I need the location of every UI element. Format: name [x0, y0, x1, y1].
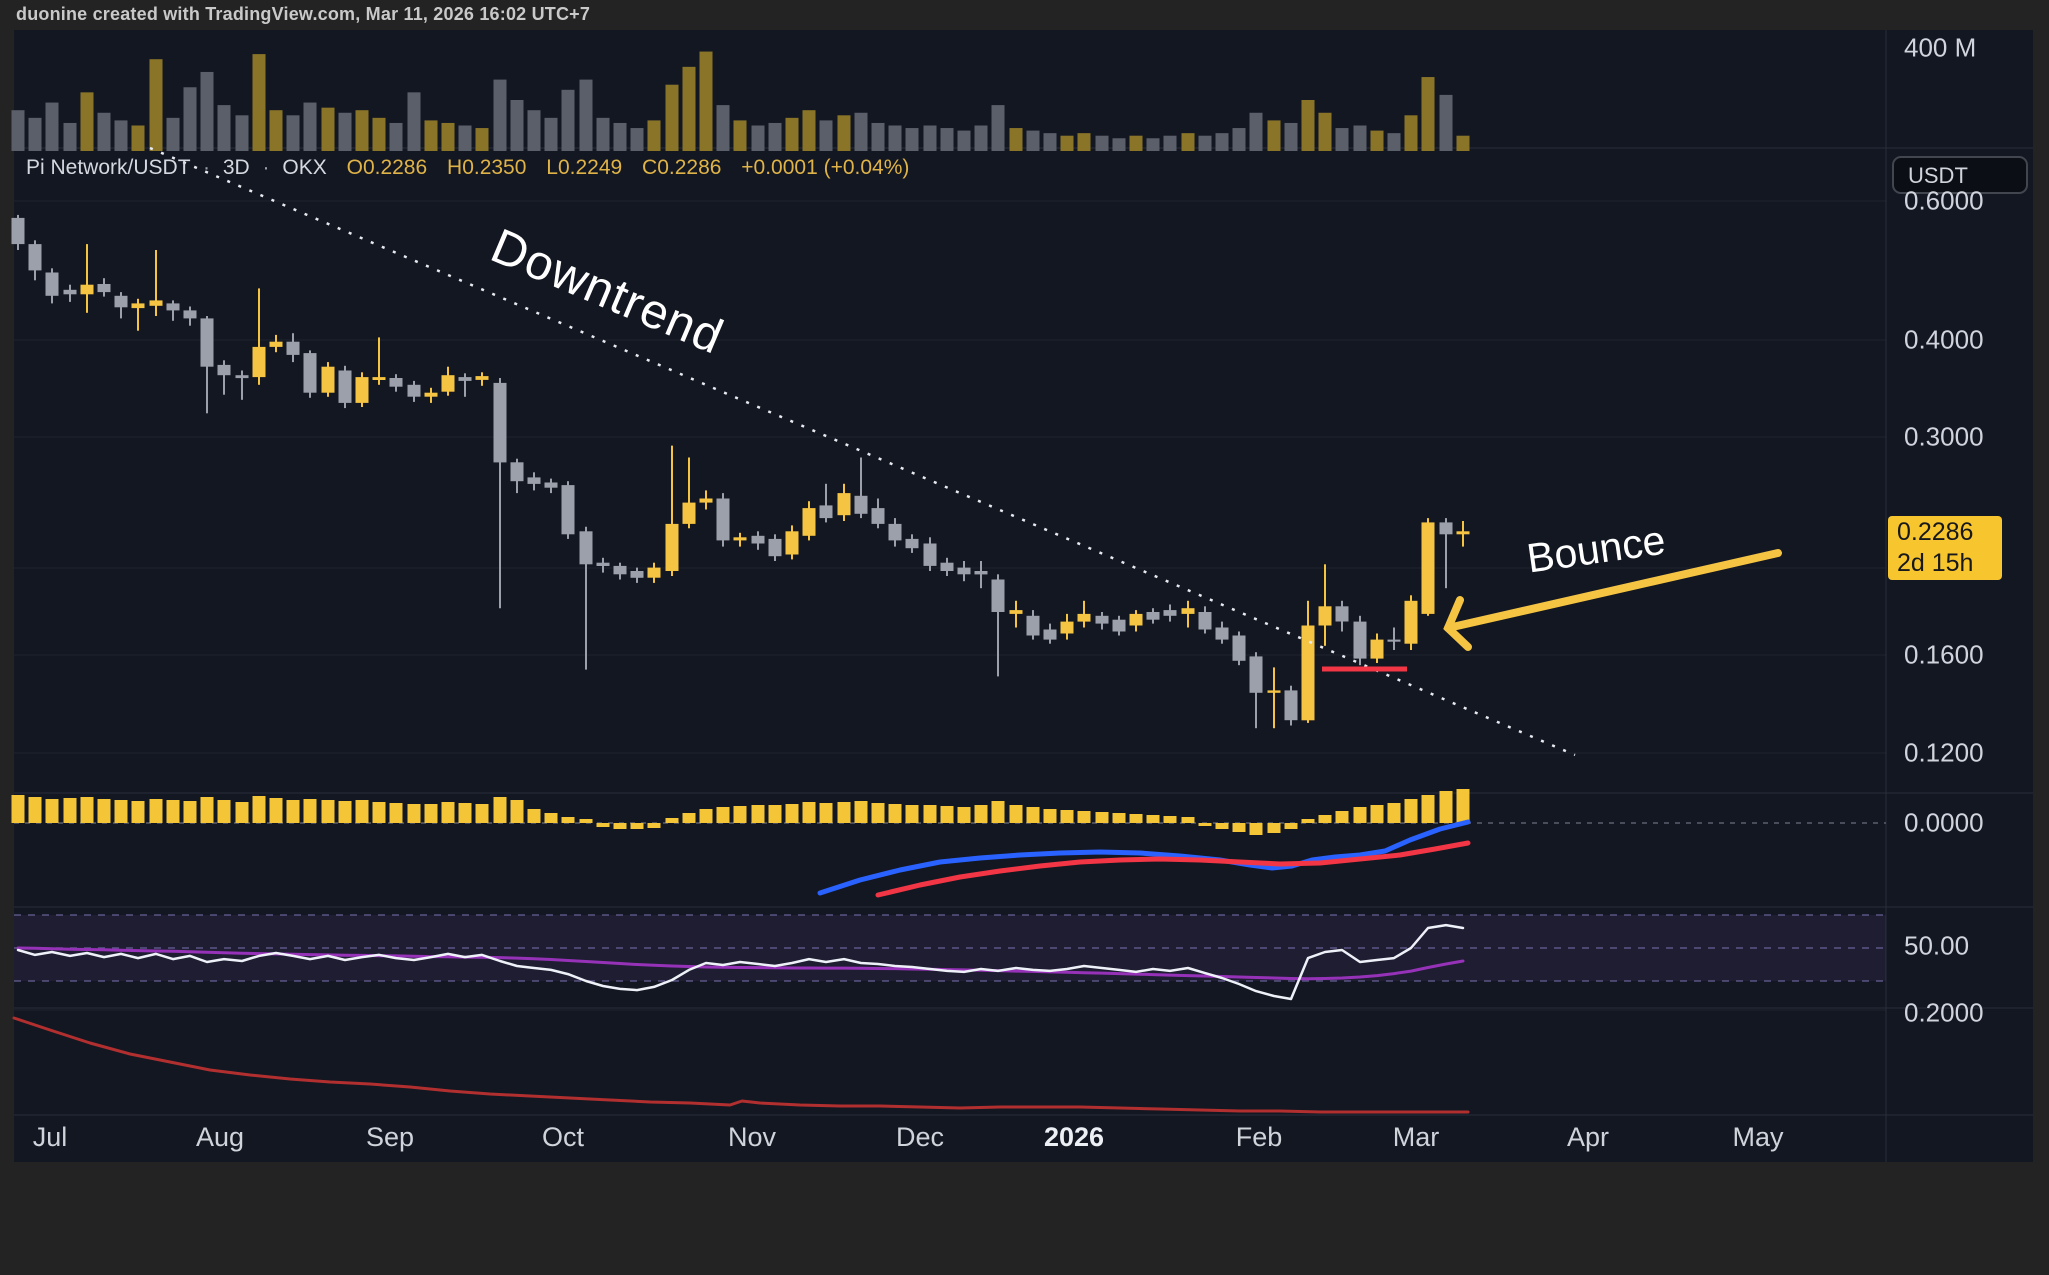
time-axis-label: Jul: [32, 1122, 68, 1152]
open-value: 0.2286: [362, 156, 428, 179]
bounce-arrow[interactable]: [1443, 549, 1782, 651]
symbol-legend[interactable]: Pi Network/USDT · 3D · OKX O0.2286 H0.23…: [26, 156, 910, 179]
current-price-tag: 0.2286 2d 15h: [1888, 516, 2002, 580]
time-axis-label: Sep: [365, 1122, 415, 1152]
attribution-text: duonine created with TradingView.com, Ma…: [16, 4, 591, 24]
high-value: 0.2350: [462, 156, 527, 179]
volume-series: [11, 51, 1470, 152]
open-label: O: [346, 156, 363, 179]
bar-countdown: 2d 15h: [1897, 549, 1974, 577]
footer-bar: TradingView: [0, 1162, 2049, 1275]
symbol-name[interactable]: Pi Network/USDT: [26, 156, 191, 179]
close-value: 0.2286: [657, 156, 722, 179]
chart-background: [14, 30, 2033, 1162]
price-axis-label: 0.3000: [1904, 421, 1984, 452]
interval-label[interactable]: 3D: [222, 156, 250, 179]
time-axis-label: Apr: [1566, 1122, 1610, 1152]
current-price-value: 0.2286: [1897, 518, 1974, 546]
time-axis-label: Nov: [727, 1122, 777, 1152]
low-value: 0.2249: [557, 156, 623, 179]
time-axis-label: Mar: [1392, 1122, 1440, 1152]
exchange-label: OKX: [282, 156, 327, 179]
time-axis-label: 2026: [1043, 1122, 1105, 1152]
downtrend-trendline[interactable]: [149, 146, 1576, 757]
price-axis-label: 0.0000: [1904, 807, 1984, 838]
price-axis-label: 50.00: [1904, 930, 1970, 961]
currency-toggle-button[interactable]: USDT: [1892, 156, 2028, 194]
price-axis-label: 0.6000: [1904, 185, 1984, 216]
price-axis-label: 0.2000: [1904, 997, 1984, 1028]
time-axis-label: Dec: [895, 1122, 945, 1152]
time-axis-label: Aug: [195, 1122, 245, 1152]
price-axis-label: 0.1200: [1904, 737, 1984, 768]
time-axis-label: Feb: [1235, 1122, 1283, 1152]
high-label: H: [447, 156, 463, 179]
price-axis-label: 400 M: [1904, 32, 1977, 63]
net-volume-series: [11, 789, 1470, 835]
time-axis-label: Oct: [541, 1122, 585, 1152]
candlestick-series: [11, 214, 1470, 729]
close-label: C: [642, 156, 658, 179]
time-axis-label: May: [1732, 1122, 1784, 1152]
change-value: +0.0001 (+0.04%): [741, 156, 910, 179]
low-label: L: [546, 156, 558, 179]
price-axis-label: 0.4000: [1904, 324, 1984, 355]
price-axis-label: 0.1600: [1904, 639, 1984, 670]
